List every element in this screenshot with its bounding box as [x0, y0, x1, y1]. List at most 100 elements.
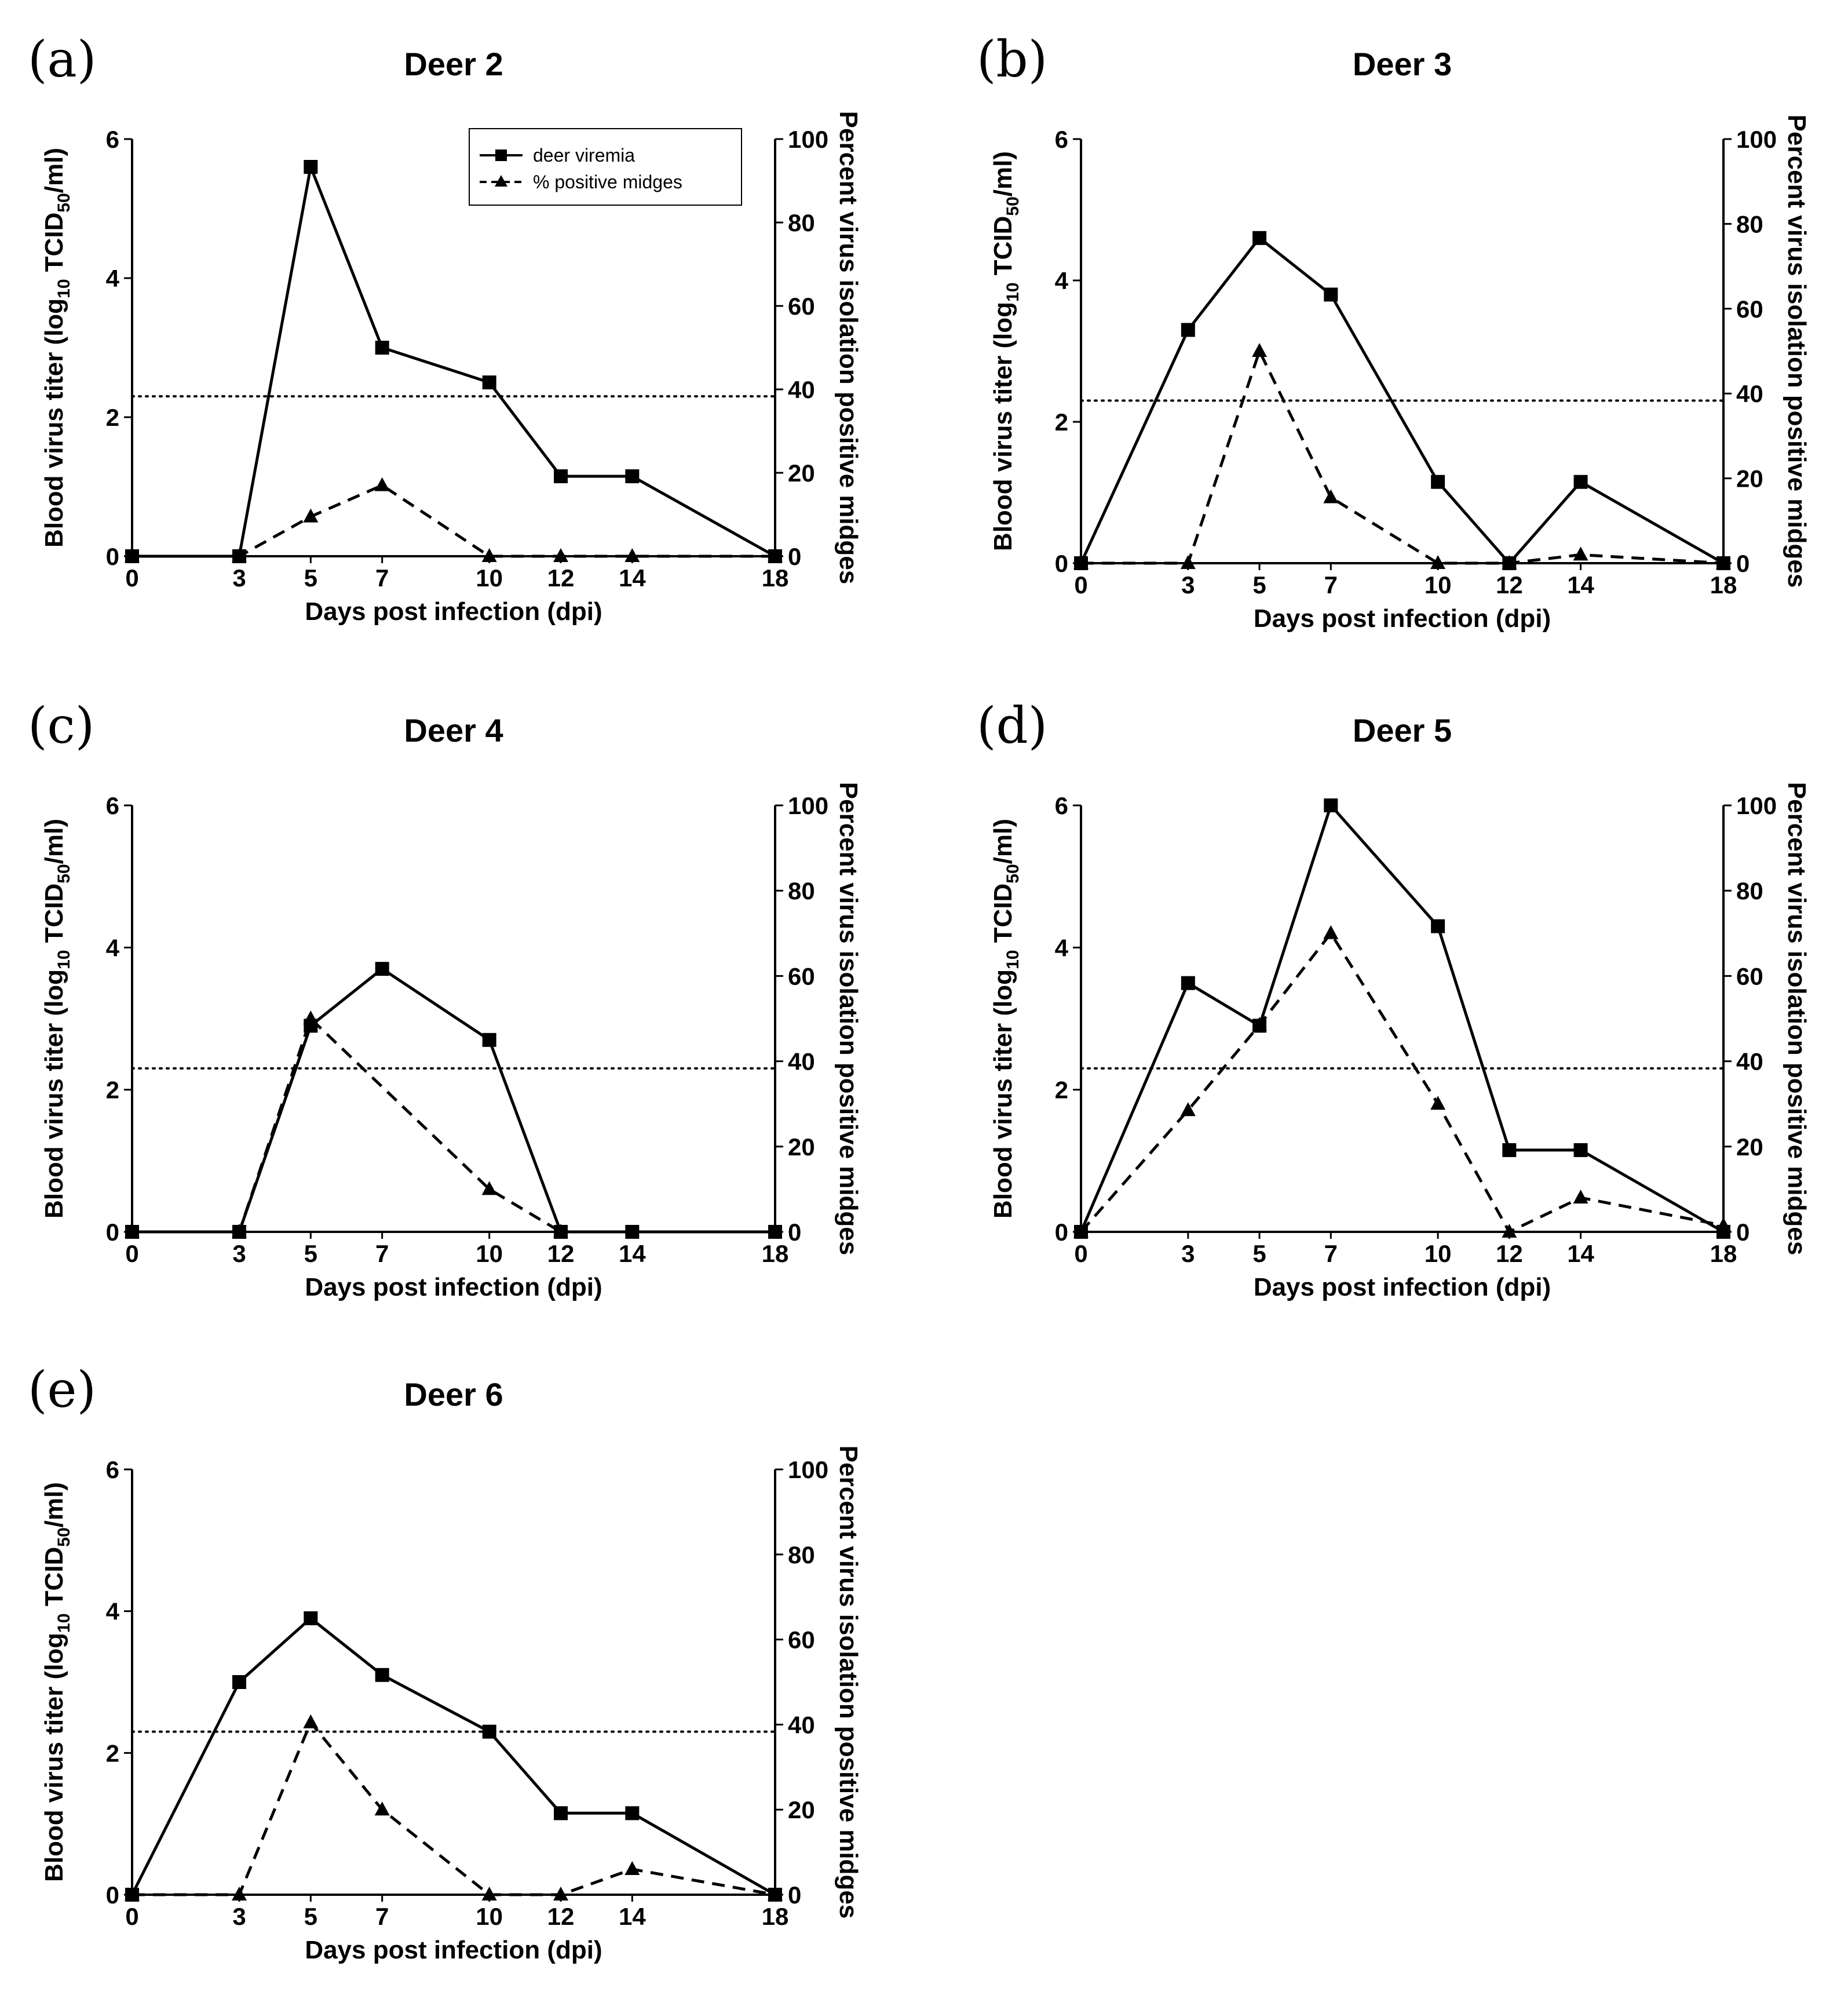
y-left-label-part: /ml): [40, 819, 68, 864]
y-left-tick-label: 0: [106, 1219, 119, 1246]
x-axis-label: Days post infection (dpi): [1254, 604, 1551, 633]
data-point-midges: [303, 508, 319, 523]
chart-title: Deer 4: [404, 712, 503, 749]
data-point-midges: [1323, 925, 1339, 939]
data-point-midges: [624, 1861, 640, 1875]
y-left-tick-label: 2: [106, 1739, 119, 1767]
y-right-tick-label: 60: [1736, 296, 1763, 323]
y-left-tick-label: 4: [106, 934, 120, 961]
y-right-tick-label: 0: [1736, 1219, 1750, 1246]
y-left-label-sub: 10: [1003, 282, 1022, 301]
y-left-label-sub: 10: [1003, 950, 1022, 969]
chart-panel-1: (a) Deer 20 3 5 7 10 12 14 180246020406080100Day…: [28, 31, 863, 626]
x-axis-label: Days post infection (dpi): [305, 1936, 602, 1964]
y-left-axis-label: Blood virus titer (log10 TCID50/ml): [989, 151, 1022, 551]
data-point-midges: [481, 1181, 497, 1195]
y-left-label-part: Blood virus titer (log: [40, 1633, 68, 1882]
data-point-viremia: [625, 469, 640, 483]
data-point-viremia: [1573, 1143, 1588, 1157]
y-left-tick-label: 6: [106, 126, 119, 153]
x-tick-label: 3: [1181, 571, 1195, 599]
y-left-label-part: Blood virus titer (log: [40, 298, 68, 548]
y-left-tick-label: 2: [106, 1077, 119, 1104]
y-left-label-part: /ml): [40, 148, 68, 193]
series-line-viremia: [132, 967, 775, 1234]
data-point-midges: [1252, 343, 1268, 357]
x-tick-label: 12: [547, 1240, 575, 1267]
x-tick-label: 18: [762, 1903, 789, 1930]
y-left-label-part: /ml): [989, 819, 1017, 864]
legend: deer viremia % positive midges: [469, 128, 742, 206]
data-point-midges: [481, 548, 497, 562]
y-right-tick-label: 40: [788, 376, 815, 403]
panel-letter: (d): [977, 697, 1047, 755]
x-tick-label: 18: [762, 564, 789, 592]
x-tick-label: 14: [619, 1240, 646, 1267]
x-axis-label: Days post infection (dpi): [1254, 1273, 1551, 1301]
data-point-viremia: [1181, 323, 1195, 337]
y-left-label-sub: 10: [54, 950, 74, 969]
data-point-viremia: [304, 1611, 318, 1625]
y-left-axis-label: Blood virus titer (log10 TCID50/ml): [40, 148, 74, 548]
x-tick-label: 18: [1710, 571, 1737, 599]
data-point-midges: [125, 1887, 140, 1900]
y-right-tick-label: 0: [788, 1881, 801, 1909]
x-tick-label: 3: [232, 1240, 246, 1267]
data-point-viremia: [375, 962, 389, 976]
data-point-midges: [768, 1887, 783, 1900]
panel-letter: (c): [28, 697, 94, 755]
data-point-midges: [1502, 555, 1517, 569]
x-tick-label: 10: [1425, 571, 1452, 599]
x-tick-label: 12: [1496, 571, 1523, 599]
y-right-tick-label: 80: [788, 877, 815, 904]
data-point-midges: [768, 548, 783, 562]
y-right-axis-label: Percent virus isolation positive midges: [834, 782, 863, 1256]
series-line-viremia: [130, 1617, 776, 1896]
data-point-midges: [1252, 1017, 1268, 1031]
y-left-tick-label: 4: [106, 1598, 120, 1625]
series-line-midges: [132, 1721, 776, 1896]
x-tick-label: 14: [1567, 1240, 1594, 1267]
x-tick-label: 3: [232, 564, 246, 592]
x-tick-label: 5: [304, 1903, 317, 1930]
y-left-label-sub: 10: [54, 279, 74, 298]
data-point-viremia: [482, 375, 496, 389]
panel-letter: (e): [28, 1361, 96, 1419]
data-point-midges: [1430, 1096, 1446, 1110]
y-left-axis-label: Blood virus titer (log10 TCID50/ml): [40, 1482, 74, 1882]
y-left-tick-label: 4: [106, 265, 120, 292]
y-left-label-sub: 50: [1003, 196, 1022, 216]
y-right-tick-label: 100: [788, 1456, 828, 1483]
data-point-viremia: [1431, 919, 1445, 933]
data-point-midges: [624, 548, 640, 562]
data-point-midges: [553, 1887, 568, 1900]
series-line-midges: [1080, 932, 1724, 1234]
x-tick-label: 14: [619, 564, 646, 592]
x-tick-label: 10: [1425, 1240, 1452, 1267]
y-right-tick-label: 40: [788, 1048, 815, 1075]
x-tick-label: 10: [476, 1903, 503, 1930]
x-tick-label: 5: [1252, 571, 1266, 599]
y-left-label-sub: 50: [1003, 864, 1022, 883]
y-right-tick-label: 60: [788, 293, 815, 320]
y-left-label-part: Blood virus titer (log: [989, 969, 1017, 1219]
y-right-axis-label: Percent virus isolation positive midges: [834, 1446, 863, 1919]
x-tick-label: 0: [125, 1240, 138, 1267]
data-point-viremia: [375, 1668, 389, 1682]
y-left-label-part: Blood virus titer (log: [40, 969, 68, 1219]
legend-marker-midges: [495, 175, 507, 187]
data-point-viremia: [625, 1806, 640, 1821]
data-point-viremia: [1573, 475, 1588, 489]
x-tick-label: 14: [1567, 571, 1594, 599]
y-right-tick-label: 20: [1736, 1133, 1763, 1161]
y-left-label-part: TCID: [989, 884, 1017, 950]
data-point-viremia: [1324, 798, 1338, 812]
data-point-midges: [1430, 555, 1446, 569]
chart-panel-4: (d) Deer 50 3 5 7 10 12 14 180246020406080100Day…: [977, 697, 1811, 1301]
y-left-tick-label: 0: [106, 543, 119, 570]
data-point-midges: [125, 1224, 140, 1238]
series-line-viremia: [1079, 804, 1725, 1234]
y-right-tick-label: 80: [788, 209, 815, 236]
y-left-tick-label: 6: [106, 792, 119, 819]
